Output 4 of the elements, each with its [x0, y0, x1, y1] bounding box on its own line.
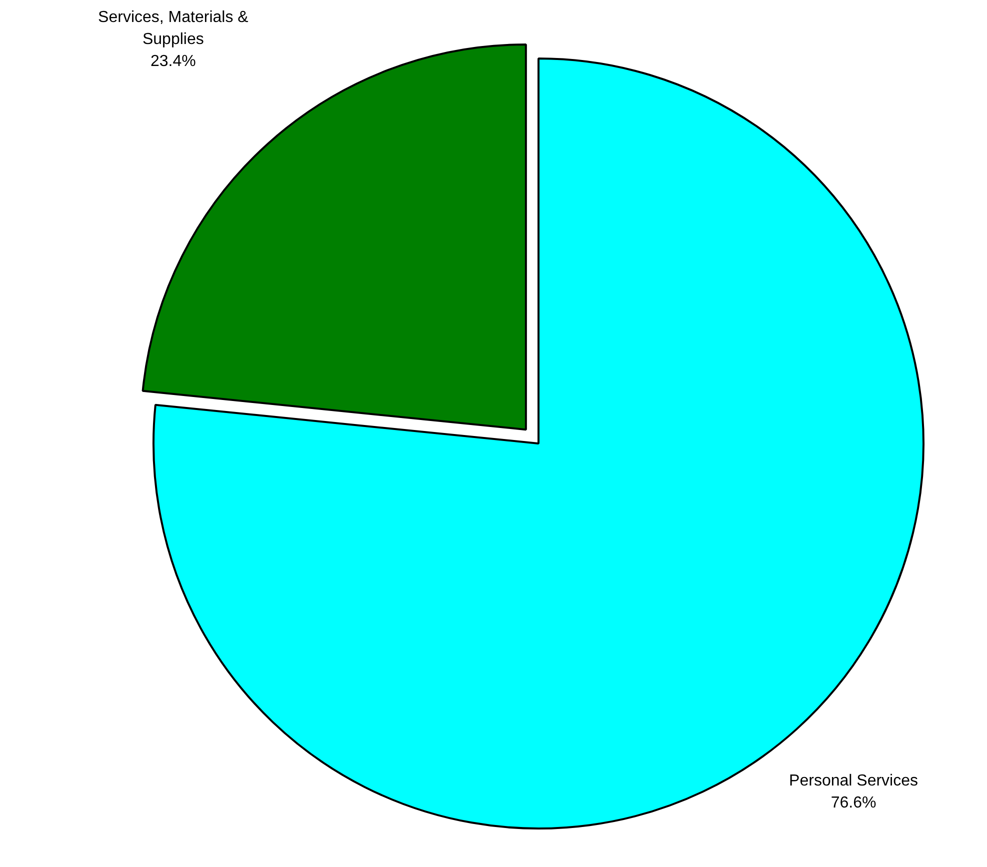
data-label: 76.6%: [830, 794, 876, 812]
slice-label: Personal Services: [789, 772, 918, 790]
slice-label: Services, Materials & Supplies: [98, 8, 249, 48]
data-label: 23.4%: [150, 52, 196, 70]
